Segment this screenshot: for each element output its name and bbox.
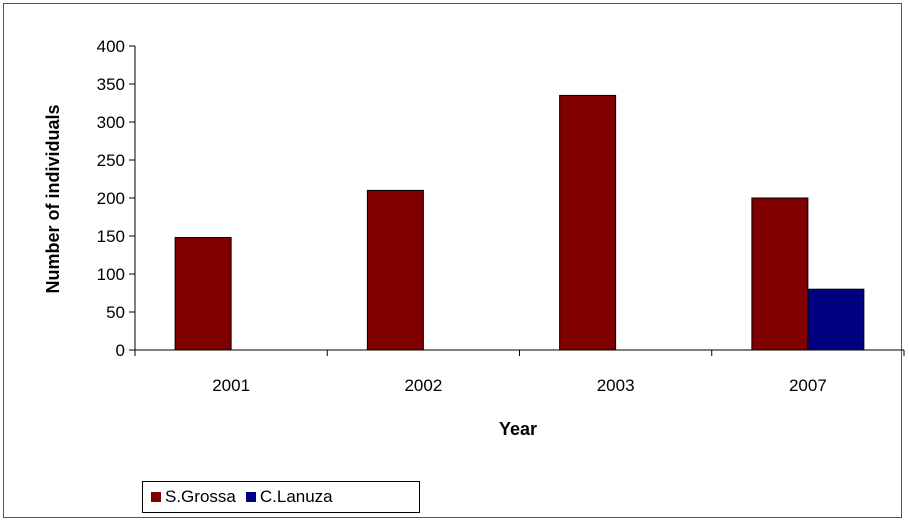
- bars: [174, 94, 865, 351]
- legend-label-s-grossa: S.Grossa: [165, 487, 236, 506]
- x-tick-label: 2002: [404, 376, 442, 395]
- y-tick-label: 50: [106, 303, 125, 322]
- y-axis-title: Number of individuals: [43, 104, 63, 293]
- legend-entry-s-grossa: S.Grossa: [151, 487, 236, 507]
- y-tick-label: 0: [116, 341, 125, 360]
- legend-label-c-lanuza: C.Lanuza: [259, 487, 333, 506]
- y-tick-label: 100: [97, 265, 125, 284]
- x-tick-label: 2007: [789, 376, 827, 395]
- bar-s-grossa-2002: [366, 189, 424, 351]
- bar-s-grossa-2001: [174, 237, 232, 351]
- legend-swatch-c-lanuza: [245, 492, 256, 502]
- x-tick-label: 2001: [212, 376, 250, 395]
- y-tick-label: 400: [97, 37, 125, 56]
- legend-swatch-s-grossa: [151, 492, 161, 502]
- legend: S.Grossa C.Lanuza: [142, 481, 420, 513]
- y-axis: 0 50 100 150 200 250 300 350 400: [97, 37, 136, 360]
- x-axis: 2001 2002 2003 2007: [134, 349, 905, 395]
- y-tick-label: 150: [97, 227, 125, 246]
- x-tick-label: 2003: [597, 376, 635, 395]
- y-tick-label: 350: [97, 75, 125, 94]
- bar-c-lanuza-2007: [807, 288, 865, 351]
- y-tick-label: 250: [97, 151, 125, 170]
- y-tick-label: 200: [97, 189, 125, 208]
- legend-entry-c-lanuza: C.Lanuza: [245, 487, 333, 507]
- bar-s-grossa-2003: [559, 94, 617, 351]
- bar-s-grossa-2007: [751, 197, 809, 351]
- x-axis-title: Year: [499, 419, 537, 439]
- y-tick-label: 300: [97, 113, 125, 132]
